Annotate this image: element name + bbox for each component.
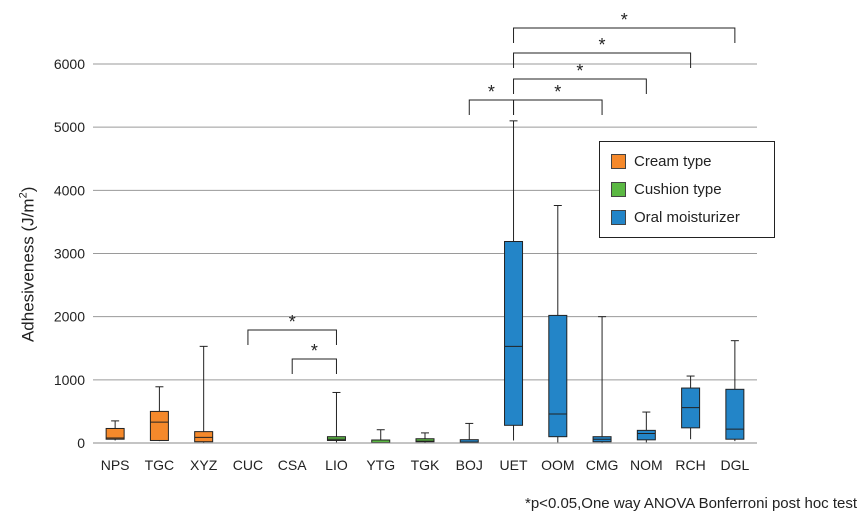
box-xyz — [194, 345, 214, 443]
box-tgc — [149, 386, 169, 442]
box-series — [105, 120, 745, 444]
legend-label-oral: Oral moisturizer — [634, 208, 740, 226]
bracket-line — [513, 99, 603, 115]
x-tick-label-tgk: TGK — [411, 457, 440, 473]
x-tick-label-nom: NOM — [630, 457, 663, 473]
box-cmg — [592, 316, 612, 443]
bracket-line — [468, 99, 515, 115]
legend: Cream type Cushion type Oral moisturizer — [599, 141, 775, 238]
significance-boj-uet: * — [468, 82, 515, 115]
legend-label-cream: Cream type — [634, 152, 712, 170]
box-body — [149, 410, 169, 441]
box-rch — [681, 375, 701, 440]
significance-cuc-lio: * — [247, 312, 337, 345]
x-tick-label-uet: UET — [500, 457, 528, 473]
x-tick-label-oom: OOM — [541, 457, 574, 473]
box-body — [326, 436, 346, 441]
grid-lines — [93, 63, 757, 381]
box-oom — [548, 204, 568, 443]
y-tick-label: 2000 — [54, 309, 85, 325]
significance-uet-nom: * — [513, 61, 647, 94]
significance-csa-lio: * — [291, 341, 337, 374]
legend-item-cushion: Cushion type — [611, 180, 722, 198]
box-nom — [636, 411, 656, 443]
significance-star: * — [289, 312, 296, 332]
box-body — [194, 431, 214, 443]
y-axis-label: Adhesiveness (J/m2) — [18, 164, 39, 364]
y-tick-label: 1000 — [54, 372, 85, 388]
legend-swatch-oral — [611, 209, 626, 225]
significance-uet-cmg: * — [513, 82, 603, 115]
x-tick-label-csa: CSA — [278, 457, 307, 473]
y-axis-label-suffix: ) — [18, 186, 38, 193]
significance-star: * — [576, 61, 583, 81]
significance-star: * — [554, 82, 561, 102]
box-nps — [105, 420, 125, 441]
legend-swatch-cream — [611, 153, 626, 169]
box-body — [725, 388, 745, 440]
box-body — [636, 429, 656, 441]
x-axis-ticks: NPS TGC XYZ CUC CSA LIO YTG TGK BOJ UET OOM CMG NOM R… — [101, 457, 750, 473]
bracket-line — [247, 329, 337, 345]
box-body — [504, 240, 524, 426]
box-lio — [326, 391, 346, 443]
bracket-line — [291, 358, 337, 374]
y-tick-label: 6000 — [54, 56, 85, 72]
bracket-line — [513, 78, 647, 94]
legend-swatch-cushion — [611, 181, 626, 197]
footnote: *p<0.05,One way ANOVA Bonferroni post ho… — [525, 495, 857, 512]
bracket-line — [513, 27, 736, 43]
legend-label-cushion: Cushion type — [634, 180, 722, 198]
significance-brackets: * * * * * * * — [247, 10, 736, 374]
y-tick-label: 0 — [77, 435, 85, 451]
box-body — [105, 427, 125, 440]
box-dgl — [725, 340, 745, 442]
x-tick-label-xyz: XYZ — [190, 457, 218, 473]
x-tick-label-cmg: CMG — [586, 457, 619, 473]
y-axis-label-superscript: 2 — [17, 192, 30, 199]
legend-item-oral: Oral moisturizer — [611, 208, 740, 226]
x-tick-label-cuc: CUC — [233, 457, 263, 473]
legend-item-cream: Cream type — [611, 152, 712, 170]
x-tick-label-lio: LIO — [325, 457, 348, 473]
significance-uet-dgl: * — [513, 10, 736, 43]
y-axis-ticks: 0 1000 2000 3000 4000 5000 6000 — [54, 56, 85, 451]
y-tick-label: 4000 — [54, 182, 85, 198]
significance-star: * — [311, 341, 318, 361]
x-tick-label-tgc: TGC — [145, 457, 175, 473]
y-tick-label: 5000 — [54, 119, 85, 135]
x-tick-label-dgl: DGL — [720, 457, 749, 473]
box-body — [548, 314, 568, 438]
x-tick-label-nps: NPS — [101, 457, 130, 473]
y-axis-label-text: Adhesiveness (J/m — [18, 198, 38, 343]
x-tick-label-rch: RCH — [675, 457, 705, 473]
x-tick-label-ytg: YTG — [366, 457, 395, 473]
significance-star: * — [488, 82, 495, 102]
significance-uet-rch: * — [513, 35, 692, 68]
box-boj — [459, 422, 479, 444]
significance-star: * — [599, 35, 606, 55]
box-ytg — [371, 429, 391, 444]
box-tgk — [415, 432, 435, 443]
y-tick-label: 3000 — [54, 246, 85, 262]
bracket-line — [513, 52, 692, 68]
x-tick-label-boj: BOJ — [456, 457, 483, 473]
box-body — [415, 438, 435, 443]
significance-star: * — [621, 10, 628, 30]
box-uet — [504, 120, 524, 441]
